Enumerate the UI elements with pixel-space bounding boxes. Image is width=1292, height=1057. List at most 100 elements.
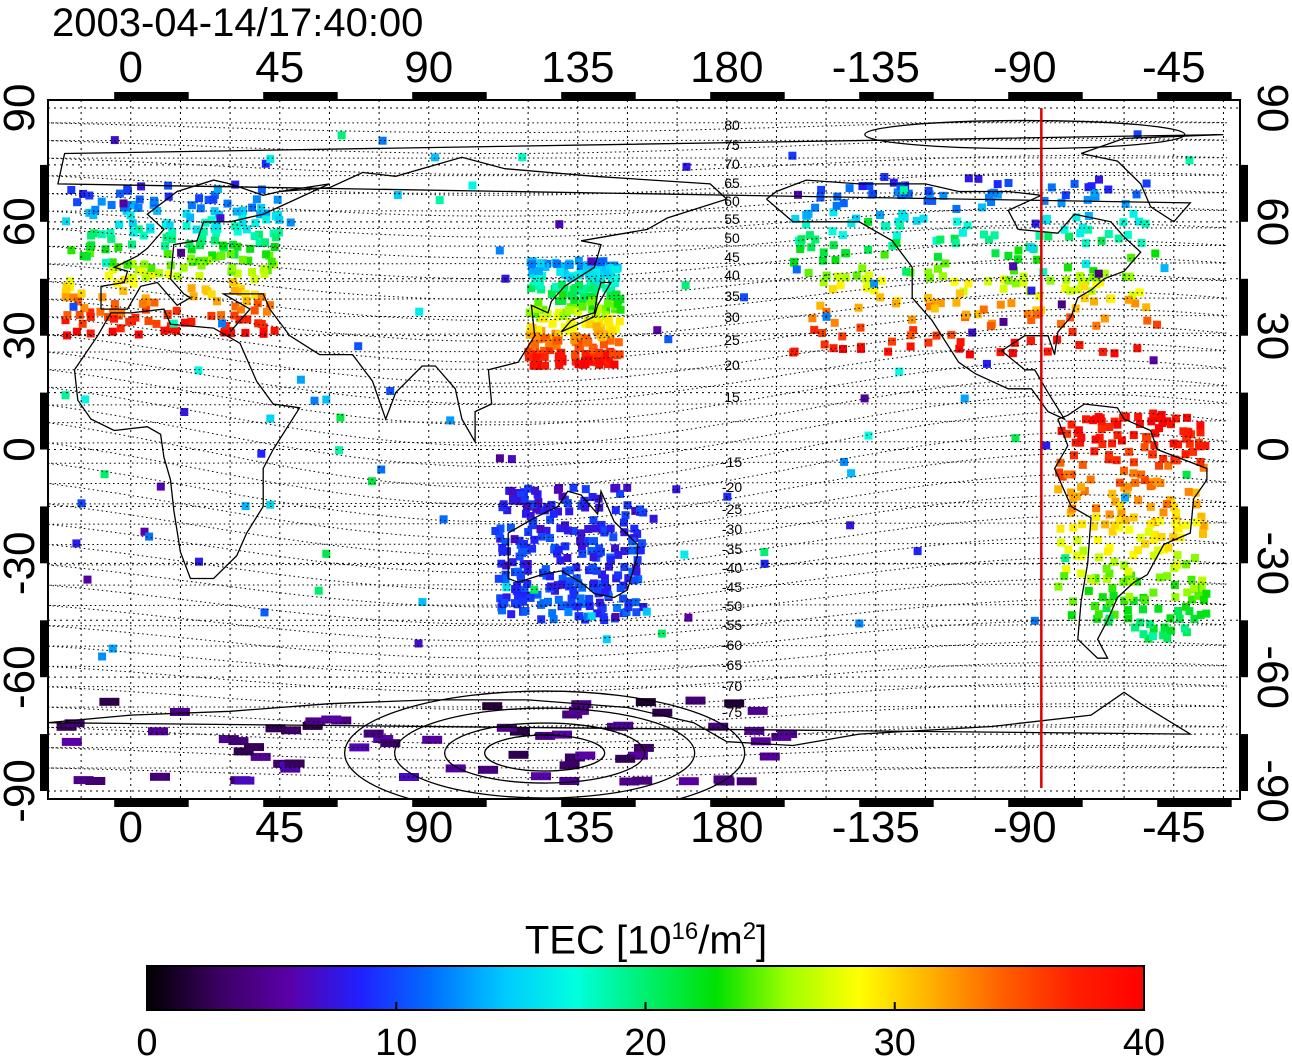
- tec-cell: [1160, 264, 1169, 273]
- tec-cell: [633, 529, 642, 538]
- lat-lon-grid: [48, 100, 1240, 799]
- tec-cell: [1105, 510, 1114, 519]
- tec-cell: [196, 204, 205, 213]
- tec-cell: [597, 520, 606, 529]
- tec-cell: [236, 288, 245, 296]
- tec-cell: [936, 235, 945, 244]
- tec-cell: [250, 306, 259, 315]
- tec-cell: [1103, 547, 1112, 556]
- tec-cell: [899, 186, 908, 195]
- longitude-tick-label: 90: [404, 43, 453, 92]
- tec-cell: [627, 751, 648, 760]
- tec-cell: [262, 215, 271, 224]
- tec-cell: [869, 189, 878, 198]
- tec-cell: [1141, 596, 1149, 605]
- tec-cell: [141, 273, 150, 282]
- tec-cell: [1086, 475, 1095, 484]
- tec-cell: [494, 574, 503, 583]
- tec-cell: [1132, 577, 1141, 586]
- tec-cell: [628, 546, 637, 555]
- tec-cell: [597, 333, 606, 342]
- tec-cell: [168, 228, 177, 237]
- tec-cell: [1089, 273, 1098, 281]
- tec-cell: [864, 431, 873, 440]
- tec-cell: [589, 553, 598, 561]
- tec-cell: [614, 571, 623, 580]
- tec-cell: [263, 307, 271, 316]
- tec-cell: [569, 527, 578, 535]
- tec-cell: [632, 567, 641, 576]
- tec-cell: [100, 470, 109, 479]
- tec-cell: [856, 323, 865, 332]
- tec-cell: [810, 325, 819, 334]
- tec-cell: [554, 595, 563, 604]
- tec-cell: [529, 517, 538, 526]
- tec-cell: [1162, 500, 1171, 508]
- tec-cell: [520, 545, 529, 554]
- tec-cell: [74, 297, 83, 306]
- tec-cell: [233, 227, 242, 236]
- tec-cell: [72, 539, 81, 548]
- tec-cell: [559, 761, 580, 770]
- tec-cell: [794, 190, 802, 199]
- tec-cell: [535, 267, 543, 275]
- tec-cell: [227, 329, 236, 338]
- tec-cell: [592, 322, 601, 331]
- tec-cell: [685, 696, 706, 705]
- tec-cell: [165, 221, 174, 230]
- tec-cell: [993, 180, 1002, 189]
- tec-cell: [649, 514, 658, 523]
- tec-cell: [1182, 560, 1191, 569]
- tec-cell: [1067, 420, 1076, 429]
- tec-cell: [950, 277, 959, 286]
- tec-cell: [602, 635, 611, 644]
- tec-cell: [1119, 577, 1128, 586]
- tec-cell: [852, 271, 861, 280]
- tec-cell: [393, 191, 402, 199]
- tec-cell: [1123, 482, 1132, 491]
- tec-cell: [1090, 447, 1099, 456]
- contour-label: 25: [724, 332, 740, 348]
- tec-cell: [185, 239, 194, 248]
- tec-cell: [150, 196, 158, 205]
- tec-cell: [571, 350, 580, 359]
- tec-cell: [250, 232, 259, 241]
- tec-cell: [606, 291, 615, 300]
- tec-cell: [664, 335, 673, 344]
- tec-cell: [468, 181, 477, 190]
- tec-cell: [581, 350, 590, 358]
- tec-cell: [1174, 607, 1183, 615]
- tec-cell: [566, 577, 575, 586]
- tec-cell: [652, 708, 673, 717]
- tec-cell: [61, 316, 70, 325]
- tec-cell: [595, 580, 604, 589]
- tec-cell: [820, 340, 829, 349]
- tec-cell: [925, 302, 934, 311]
- contour-label: 40: [724, 267, 740, 283]
- frame-tick: [561, 92, 636, 100]
- tec-cell: [1107, 294, 1116, 303]
- tec-cell: [1140, 443, 1149, 452]
- tec-cell: [539, 569, 547, 577]
- tec-cell: [496, 534, 505, 543]
- tec-cell: [939, 191, 948, 200]
- tec-cell: [556, 524, 565, 533]
- tec-cell: [187, 254, 195, 263]
- contour-label: -65: [722, 657, 742, 673]
- tec-cell: [760, 559, 769, 568]
- tec-cell: [1157, 533, 1166, 541]
- tec-cell: [114, 243, 123, 252]
- tec-cell: [985, 235, 993, 244]
- tec-cell: [1185, 607, 1194, 616]
- tec-cell: [1121, 516, 1130, 525]
- tec-cell: [870, 279, 879, 288]
- tec-cell: [610, 484, 619, 493]
- tec-cell: [610, 360, 619, 369]
- tec-cell: [1169, 533, 1178, 542]
- tec-cell: [846, 521, 855, 530]
- tec-cell: [533, 361, 542, 370]
- tec-cell: [1199, 521, 1208, 530]
- tec-cell: [553, 485, 562, 494]
- tec-cell: [192, 225, 201, 234]
- tec-cell: [952, 204, 961, 213]
